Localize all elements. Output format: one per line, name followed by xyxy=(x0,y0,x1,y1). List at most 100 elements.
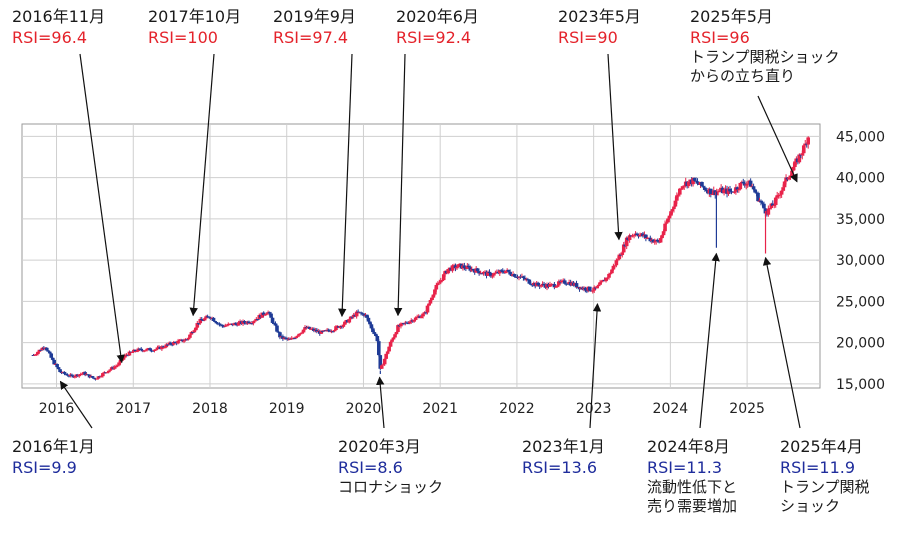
plot-area xyxy=(21,123,821,389)
candle-body xyxy=(387,346,391,352)
candle-body xyxy=(278,332,282,338)
candle-body xyxy=(260,312,265,318)
annotation-date: 2016年11月 xyxy=(12,7,106,26)
candle-body xyxy=(393,334,397,338)
candle-body xyxy=(255,318,260,320)
candle-body xyxy=(105,372,110,374)
candle-body xyxy=(326,329,331,331)
candle-body xyxy=(801,145,806,154)
annotation-arrow xyxy=(189,53,215,317)
annotation-date: 2024年8月 xyxy=(647,437,730,456)
candle-body xyxy=(744,184,749,186)
annotation-date: 2020年3月 xyxy=(338,437,421,456)
candle-body xyxy=(80,373,85,375)
candle-body xyxy=(341,324,346,327)
x-tick-label: 2021 xyxy=(422,401,458,417)
candle-body xyxy=(391,337,396,340)
candle-body xyxy=(487,271,492,273)
candle-body xyxy=(189,332,194,335)
candle-body xyxy=(737,189,741,191)
candle-body xyxy=(402,323,406,325)
candle-body xyxy=(242,320,247,323)
candle-body xyxy=(130,351,135,353)
candle-body xyxy=(133,349,138,352)
candle-body xyxy=(298,333,303,335)
candle-body xyxy=(433,289,437,295)
x-tick-label: 2022 xyxy=(499,401,535,417)
candle-body xyxy=(441,274,446,281)
candle-body xyxy=(182,340,186,342)
candle-body xyxy=(275,325,279,332)
candle-body xyxy=(599,281,604,283)
candle-body xyxy=(691,177,695,185)
candle-body xyxy=(419,316,424,319)
candle-body xyxy=(596,284,601,287)
y-tick-label: 15,000 xyxy=(836,377,885,393)
candle-body xyxy=(44,347,49,351)
candle-body xyxy=(756,192,760,202)
candle-body xyxy=(112,366,117,369)
candle-body xyxy=(217,323,222,325)
annotation-date: 2017年10月 xyxy=(148,7,242,26)
candle-body xyxy=(614,260,619,266)
candle-body xyxy=(151,350,155,352)
rsi-annotation-low: 2020年3月 RSI=8.6 コロナショック xyxy=(338,436,443,497)
candle-body xyxy=(354,311,359,317)
candle-body xyxy=(782,181,787,188)
candle-body xyxy=(300,332,304,334)
candle-body xyxy=(92,377,96,379)
candle-body xyxy=(186,337,191,340)
candle-body xyxy=(399,323,403,327)
rsi-annotation-high: 2019年9月 RSI=97.4 xyxy=(273,6,356,48)
candle-body xyxy=(735,187,740,190)
candle-body xyxy=(506,269,511,272)
candle-body xyxy=(664,222,669,224)
candle-body xyxy=(334,326,338,331)
candle-body xyxy=(436,283,440,285)
candle-body xyxy=(270,317,275,323)
candle-body xyxy=(787,177,791,180)
annotation-arrow xyxy=(59,380,93,429)
candle-body xyxy=(253,320,257,322)
candle-body xyxy=(83,372,87,376)
annotation-arrow xyxy=(338,53,353,318)
candle-body xyxy=(192,330,197,333)
candle-body xyxy=(648,237,653,242)
candle-body xyxy=(58,369,62,373)
annotation-rsi-value: RSI=97.4 xyxy=(273,28,349,47)
candle-body xyxy=(512,274,517,277)
candle-body xyxy=(225,325,229,327)
candle-body xyxy=(703,187,707,190)
candle-body xyxy=(773,197,778,205)
annotation-note-line: トランプ関税 xyxy=(780,478,870,496)
candle-body xyxy=(559,280,564,283)
candle-body xyxy=(413,317,418,320)
candle-body xyxy=(191,332,195,334)
candle-body xyxy=(376,341,381,356)
annotation-rsi-value: RSI=92.4 xyxy=(396,28,472,47)
candle-body xyxy=(247,321,251,324)
candle-body xyxy=(651,239,656,243)
candle-body xyxy=(315,329,319,332)
candle-body xyxy=(155,347,160,350)
candle-body xyxy=(658,238,663,243)
candle-body xyxy=(366,317,371,322)
annotation-arrow xyxy=(376,376,385,429)
candle-body xyxy=(34,354,39,356)
candle-body xyxy=(776,195,781,197)
annotation-date: 2023年1月 xyxy=(522,437,605,456)
candle-body xyxy=(769,203,774,209)
candle-body xyxy=(455,266,459,269)
candle-body xyxy=(467,265,471,268)
candle-body xyxy=(50,357,55,360)
candle-body xyxy=(372,332,377,334)
candle-body xyxy=(65,374,70,376)
rsi-annotation-low: 2023年1月 RSI=13.6 xyxy=(522,436,605,478)
candle-body xyxy=(753,189,757,193)
candle-body xyxy=(385,351,390,354)
candle-body xyxy=(598,282,602,285)
candle-body xyxy=(67,375,71,377)
candle-body xyxy=(331,331,335,333)
candle-body xyxy=(480,273,484,275)
candle-body xyxy=(303,327,307,330)
